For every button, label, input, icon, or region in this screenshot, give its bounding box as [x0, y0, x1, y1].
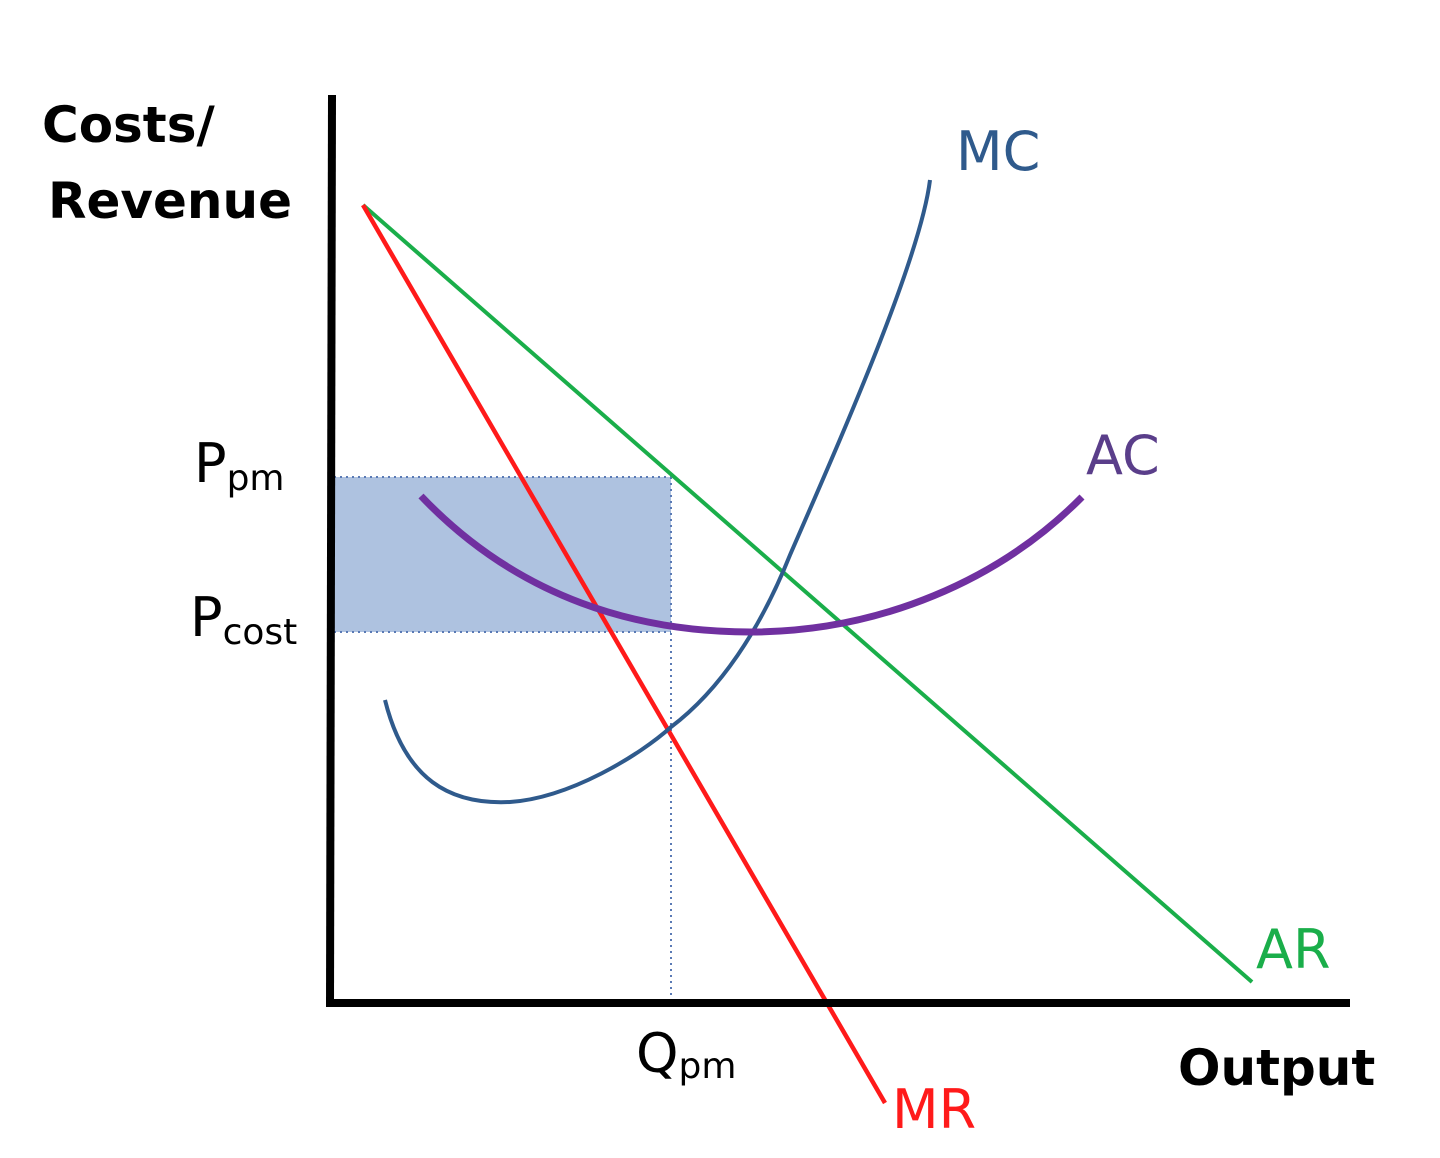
ar-label: AR — [1256, 918, 1330, 981]
y-axis — [326, 94, 336, 1006]
mc-label: MC — [956, 120, 1040, 183]
profit-area — [334, 477, 671, 632]
ar-curve — [361, 203, 1254, 984]
y-axis-title-line1: Costs/ — [42, 96, 215, 154]
qpm-label: Qpm — [636, 1022, 736, 1087]
ac-curve — [418, 493, 1085, 636]
ppm-label: Ppm — [194, 432, 285, 499]
qpm-sub: pm — [679, 1046, 737, 1087]
ppm-sub: pm — [227, 458, 285, 499]
qpm-main: Q — [636, 1022, 679, 1085]
ppm-main: P — [194, 432, 227, 495]
mc-curve — [383, 179, 932, 805]
mr-curve — [361, 203, 887, 1105]
pcost-main: P — [190, 586, 223, 649]
y-axis-title-line2: Revenue — [48, 172, 292, 230]
x-axis-title: Output — [1178, 1039, 1375, 1097]
pcost-label: Pcost — [190, 586, 297, 653]
mr-label: MR — [892, 1078, 976, 1141]
ac-label: AC — [1086, 424, 1160, 487]
pcost-sub: cost — [223, 612, 298, 653]
